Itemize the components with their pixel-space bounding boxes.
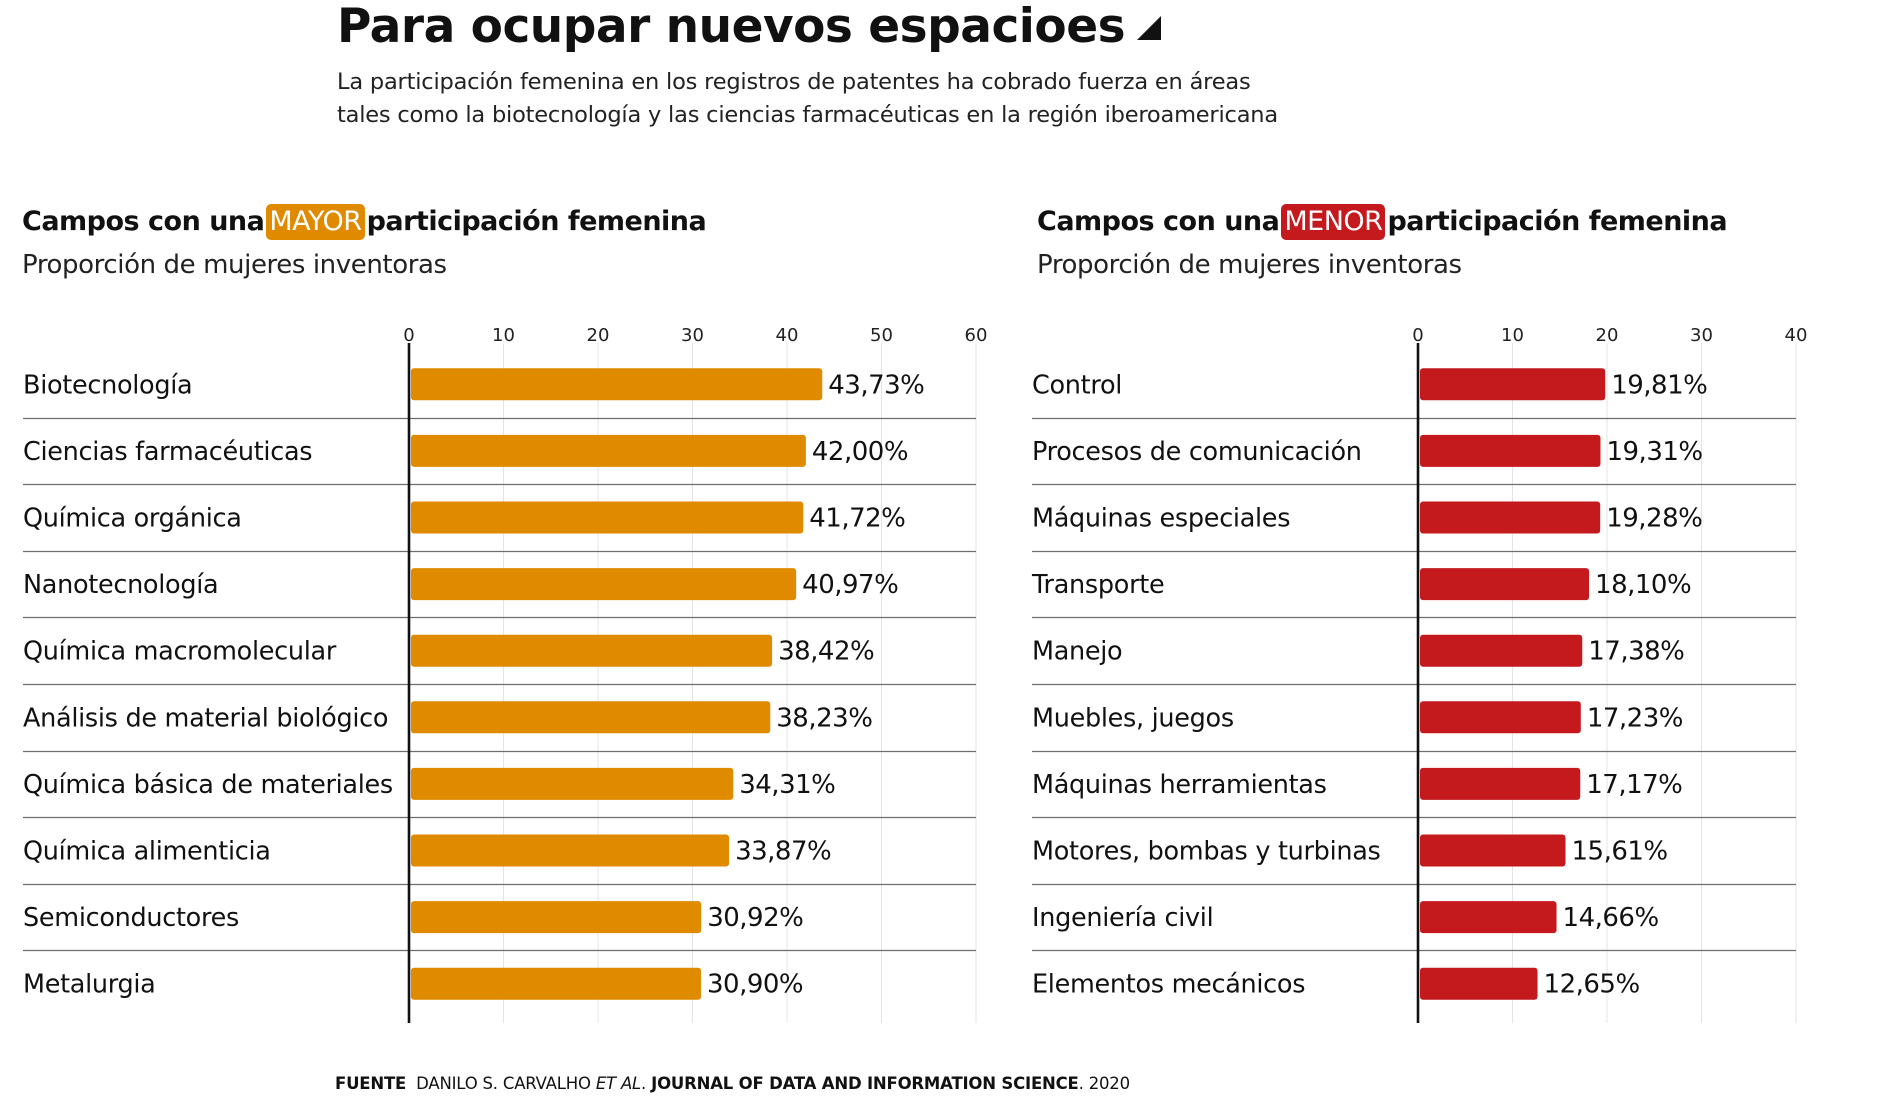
value-label: 12,65% [1544,970,1640,1000]
category-label: Control [1032,370,1122,400]
source-footer: FUENTE DANILO S. CARVALHO ET AL. JOURNAL… [335,1074,1130,1093]
heading-suffix: participación femenina [366,206,707,237]
source-author: DANILO S. CARVALHO [416,1074,591,1093]
value-label: 33,87% [735,837,831,867]
chart-menor: 0 10 20 30 40 Control 19,81% Procesos de comuni… [1031,325,1807,1023]
source-year: . 2020 [1078,1074,1130,1093]
value-label: 18,10% [1595,570,1691,600]
bar [1420,967,1538,1000]
bar [411,767,734,800]
x-tick-label: 20 [587,325,610,346]
value-label: 30,90% [707,970,803,1000]
value-label: 38,23% [776,703,872,733]
bar [411,901,702,934]
value-label: 17,17% [1586,770,1682,800]
category-label: Ciencias farmacéuticas [23,437,312,467]
bar [1420,701,1581,734]
category-label: Metalurgia [23,970,156,1000]
value-label: 17,38% [1588,637,1684,667]
bar [1420,501,1601,534]
mayor-badge: MAYOR [266,204,365,240]
value-label: 15,61% [1572,837,1668,867]
value-label: 19,81% [1611,370,1707,400]
bar [411,368,823,401]
category-label: Elementos mecánicos [1032,970,1305,1000]
x-tick-label: 0 [403,325,414,346]
value-label: 14,66% [1563,903,1659,933]
source-label: FUENTE [335,1074,407,1093]
bar [1420,634,1583,667]
x-tick-label: 20 [1596,325,1619,346]
x-tick-label: 10 [1501,325,1524,346]
subtitle-line: La participación femenina en los registr… [337,69,1251,95]
value-label: 41,72% [809,504,905,534]
bar [411,568,797,601]
category-label: Procesos de comunicación [1032,437,1362,467]
category-label: Química básica de materiales [23,770,393,800]
title-text: Para ocupar nuevos espacioes [337,0,1126,54]
x-tick-label: 40 [1785,325,1808,346]
bar [411,434,806,467]
value-label: 38,42% [778,637,874,667]
right-panel-subheading: Proporción de mujeres inventoras [1037,250,1462,280]
x-tick-label: 50 [870,325,893,346]
value-label: 19,31% [1606,437,1702,467]
value-label: 42,00% [812,437,908,467]
bar [411,967,702,1000]
category-label: Química orgánica [23,504,242,534]
source-dot: . [641,1074,647,1093]
category-label: Química alimenticia [23,837,271,867]
value-label: 17,23% [1587,703,1683,733]
category-label: Manejo [1032,637,1122,667]
x-tick-label: 60 [965,325,988,346]
source-etal: ET AL [595,1074,642,1093]
chart-mayor: 0 10 20 30 40 50 60 Biotecnología 43,73% Ciencias… [23,325,987,1023]
bar [1420,901,1557,934]
bar [1420,834,1566,867]
left-panel-subheading: Proporción de mujeres inventoras [22,250,447,280]
bar [1420,434,1601,467]
category-label: Semiconductores [23,903,239,933]
value-label: 40,97% [802,570,898,600]
bar [411,701,771,734]
triangle-icon [1137,16,1162,40]
heading-prefix: Campos con una [1037,206,1280,237]
category-label: Biotecnología [23,370,192,400]
value-label: 34,31% [739,770,835,800]
menor-badge: MENOR [1281,204,1386,240]
bar [1420,368,1606,401]
bar [411,834,730,867]
category-label: Nanotecnología [23,570,218,600]
bar [1420,767,1581,800]
right-panel-heading: Campos con una MENOR participación femenin… [1037,204,1728,240]
x-tick-label: 30 [1690,325,1713,346]
heading-suffix: participación femenina [1387,206,1728,237]
category-label: Transporte [1031,570,1164,600]
bar [411,501,804,534]
value-label: 19,28% [1606,504,1702,534]
bar [1420,568,1590,601]
bar [411,634,773,667]
category-label: Motores, bombas y turbinas [1032,837,1381,867]
category-label: Química macromolecular [23,637,337,667]
x-tick-label: 40 [776,325,799,346]
value-label: 30,92% [707,903,803,933]
category-label: Ingeniería civil [1032,903,1213,933]
source-journal: JOURNAL OF DATA AND INFORMATION SCIENCE [651,1074,1079,1093]
page-title: Para ocupar nuevos espacioes [337,0,1162,54]
page-subtitle: La participación femenina en los registr… [337,66,1317,132]
category-label: Máquinas herramientas [1032,770,1327,800]
x-tick-label: 30 [681,325,704,346]
category-label: Máquinas especiales [1032,504,1290,534]
x-tick-label: 0 [1412,325,1423,346]
heading-prefix: Campos con una [22,206,265,237]
value-label: 43,73% [828,370,924,400]
subtitle-line: tales como la biotecnología y las cienci… [337,102,1278,128]
category-label: Muebles, juegos [1032,703,1234,733]
category-label: Análisis de material biológico [23,703,388,733]
left-panel-heading: Campos con una MAYOR participación femenin… [22,204,707,240]
x-tick-label: 10 [492,325,515,346]
